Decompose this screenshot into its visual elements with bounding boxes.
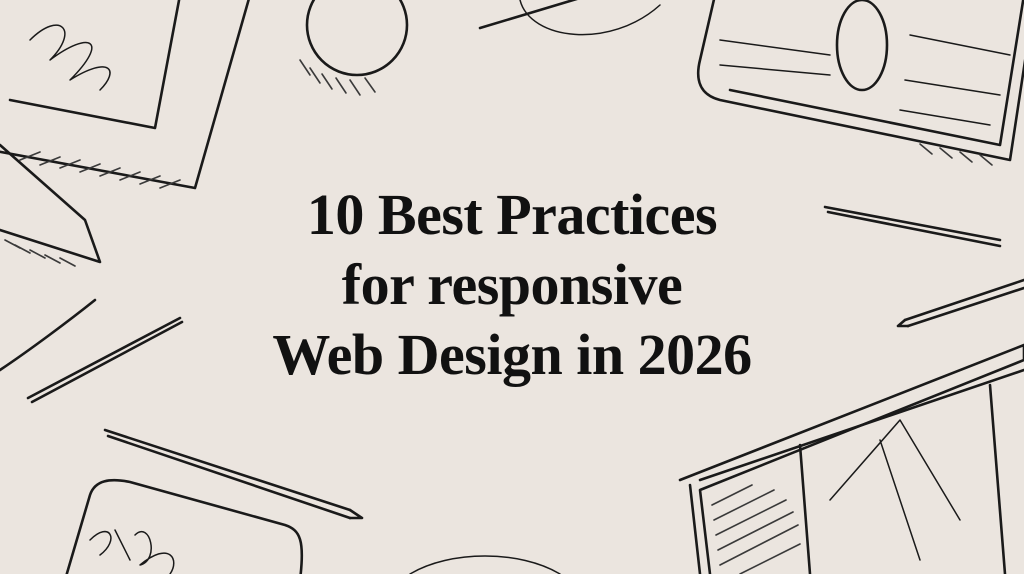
page-title: 10 Best Practices for responsive Web Des… <box>0 180 1024 390</box>
wireframe-sketch-icon <box>678 343 1024 574</box>
circle-sketch-icon <box>299 0 409 96</box>
tablet-sketch-icon <box>0 0 250 190</box>
card-sketch-icon <box>696 0 1024 166</box>
title-line-3: Web Design in 2026 <box>272 322 752 387</box>
pencil-sketch-icon <box>823 205 1024 328</box>
title-line-1: 10 Best Practices <box>306 182 718 247</box>
arc-sketch <box>409 555 561 574</box>
signature-card-sketch-icon <box>65 478 304 574</box>
pencil-sketch-icon <box>478 0 661 36</box>
pencil-sketch-icon <box>0 298 364 520</box>
title-line-2: for responsive <box>341 252 683 317</box>
triangle-sketch-icon <box>0 143 102 267</box>
